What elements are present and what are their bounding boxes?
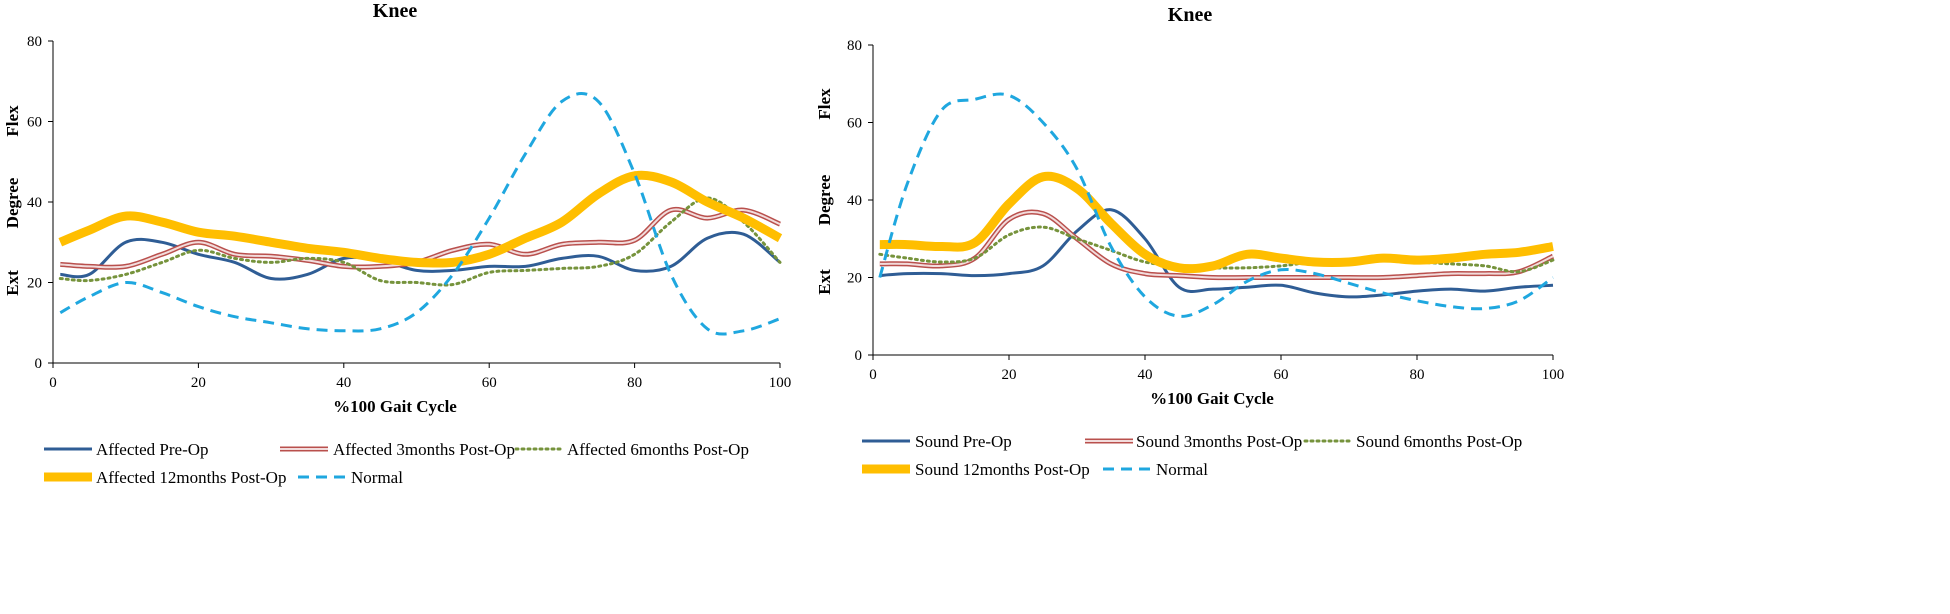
series-line-stroke xyxy=(879,171,1554,274)
y-axis-label-ext: Ext xyxy=(815,269,834,295)
legend-item-3months: Affected 3months Post-Op xyxy=(280,440,515,459)
legend-label: Sound 12months Post-Op xyxy=(915,460,1090,479)
chart-title: Knee xyxy=(373,0,418,22)
y-tick-label: 80 xyxy=(847,38,862,54)
x-axis-label: %100 Gait Cycle xyxy=(1150,389,1274,408)
legend-label: Sound Pre-Op xyxy=(915,432,1012,451)
series-line-post12 xyxy=(879,171,1554,274)
series-line-normal xyxy=(59,92,781,336)
legend-label: Affected 12months Post-Op xyxy=(96,468,286,487)
legend-item-3months: Sound 3months Post-Op xyxy=(1085,432,1302,451)
y-axis-label-flex: Flex xyxy=(815,88,834,120)
x-tick-label: 80 xyxy=(627,375,642,391)
y-axis-label: Degree xyxy=(3,177,22,228)
series-line-stroke xyxy=(879,211,1554,279)
y-tick-label: 0 xyxy=(35,356,43,372)
series-line-stroke xyxy=(879,208,1554,299)
x-tick-label: 0 xyxy=(869,367,877,383)
series-line-pre_op xyxy=(60,230,781,281)
series-line-stroke xyxy=(878,92,1554,318)
series-lines xyxy=(878,92,1555,318)
y-tick-label: 40 xyxy=(847,193,862,209)
y-axis-label-flex: Flex xyxy=(3,105,22,137)
series-line-stroke xyxy=(58,170,783,268)
x-tick-label: 60 xyxy=(1274,367,1289,383)
x-tick-label: 80 xyxy=(1410,367,1425,383)
series-line-post3 xyxy=(879,209,1555,281)
series-line-pre_op xyxy=(879,208,1554,299)
x-tick-label: 0 xyxy=(49,375,57,391)
legend-label: Affected 6months Post-Op xyxy=(567,440,749,459)
legend-item-6months: Sound 6months Post-Op xyxy=(1303,432,1522,451)
tick-labels: 0 20 40 60 80 0 20 40 60 80 100 xyxy=(27,34,791,391)
legend-item-pre-op: Affected Pre-Op xyxy=(44,440,209,459)
x-tick-label: 100 xyxy=(769,375,792,391)
tick-labels: 0 20 40 60 80 0 20 40 60 80 100 xyxy=(847,38,1564,383)
y-axis-label: Degree xyxy=(815,174,834,225)
chart-sound: Knee %100 Gait Cycle Degree Flex Ext 0 20… xyxy=(815,4,1564,479)
y-tick-label: 40 xyxy=(27,195,42,211)
series-line-post12 xyxy=(58,170,783,268)
y-tick-label: 20 xyxy=(847,271,862,287)
series-line-stroke xyxy=(58,196,782,287)
chart-affected: Knee %100 Gait Cycle Degree Flex Ext 0 20… xyxy=(3,0,791,487)
legend: Sound Pre-Op Sound 3months Post-Op Sound… xyxy=(862,432,1522,479)
series-lines xyxy=(58,92,783,336)
legend-label: Sound 6months Post-Op xyxy=(1356,432,1522,451)
x-axis-label: %100 Gait Cycle xyxy=(333,397,457,416)
y-tick-label: 20 xyxy=(27,276,42,292)
legend-item-normal: Normal xyxy=(1103,460,1208,479)
axes xyxy=(868,44,1554,360)
axes xyxy=(48,40,781,368)
legend-label: Affected Pre-Op xyxy=(96,440,209,459)
y-tick-label: 60 xyxy=(27,115,42,131)
x-tick-label: 20 xyxy=(191,375,206,391)
y-tick-label: 60 xyxy=(847,116,862,132)
legend-item-pre-op: Sound Pre-Op xyxy=(862,432,1012,451)
series-line-stroke xyxy=(59,92,781,336)
legend: Affected Pre-Op Affected 3months Post-Op… xyxy=(44,440,749,487)
x-tick-label: 20 xyxy=(1002,367,1017,383)
y-tick-label: 80 xyxy=(27,34,42,50)
x-tick-label: 40 xyxy=(1138,367,1153,383)
legend-label: Affected 3months Post-Op xyxy=(333,440,515,459)
x-tick-label: 40 xyxy=(336,375,351,391)
legend-item-6months: Affected 6months Post-Op xyxy=(514,440,749,459)
series-line-post6 xyxy=(58,196,782,287)
y-axis-label-ext: Ext xyxy=(3,270,22,296)
legend-item-normal: Normal xyxy=(298,468,403,487)
legend-label: Normal xyxy=(351,468,403,487)
legend-label: Normal xyxy=(1156,460,1208,479)
series-line-stroke xyxy=(60,230,781,281)
series-line-normal xyxy=(878,92,1554,318)
x-tick-label: 60 xyxy=(482,375,497,391)
x-tick-label: 100 xyxy=(1542,367,1565,383)
legend-label: Sound 3months Post-Op xyxy=(1136,432,1302,451)
chart-title: Knee xyxy=(1168,4,1213,26)
legend-item-12months: Sound 12months Post-Op xyxy=(862,460,1090,479)
legend-item-12months: Affected 12months Post-Op xyxy=(44,468,286,487)
y-tick-label: 0 xyxy=(855,348,863,364)
